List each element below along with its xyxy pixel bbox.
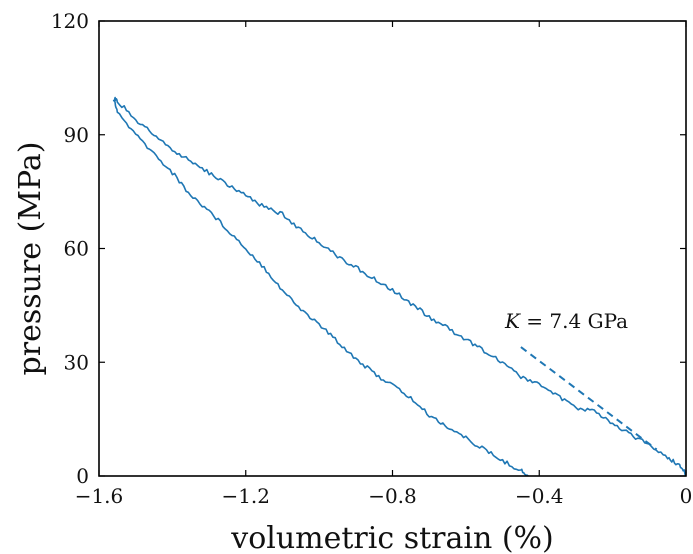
- plot-frame: [98, 20, 687, 477]
- bulk-modulus-slope-line: [520, 346, 658, 451]
- series-layer: [112, 96, 687, 477]
- x-tick-labels: −1.6 −1.2 −0.8 −0.4 0: [75, 484, 693, 508]
- y-axis-title: pressure (MPa): [13, 142, 48, 376]
- bulk-modulus-annotation: K = 7.4 GPa: [504, 309, 628, 333]
- y-tick-label: 30: [64, 350, 89, 374]
- x-tick-label: −0.4: [515, 484, 564, 508]
- series-line: [112, 96, 687, 477]
- y-tick-labels: 0 30 60 90 120: [51, 9, 89, 488]
- y-tick-label: 90: [64, 123, 89, 147]
- x-tick-label: −1.2: [221, 484, 270, 508]
- x-tick-label: 0: [680, 484, 693, 508]
- x-tick-label: −0.8: [368, 484, 417, 508]
- y-tick-label: 60: [64, 237, 89, 261]
- annotation-value: = 7.4 GPa: [520, 309, 628, 333]
- x-axis-title: volumetric strain (%): [230, 521, 554, 554]
- y-tick-label: 0: [76, 464, 89, 488]
- annotation-symbol: K: [504, 309, 521, 333]
- annotation-layer: K = 7.4 GPa: [504, 309, 658, 451]
- y-tick-label: 120: [51, 9, 89, 33]
- x-tick-label: −1.6: [75, 484, 124, 508]
